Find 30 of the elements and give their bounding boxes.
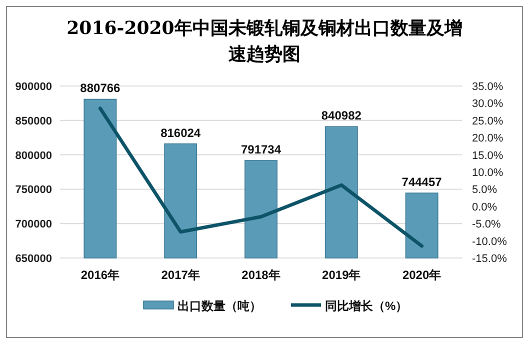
y2-tick-label: 15.0% — [472, 150, 504, 162]
chart-title: 2016-2020年中国未锻轧铜及铜材出口数量及增速趋势图 — [66, 17, 464, 67]
data-label: 816024 — [160, 126, 201, 140]
y2-tick-label: 0.0% — [472, 201, 498, 214]
y-tick-label: 850000 — [15, 115, 52, 128]
data-label: 791734 — [240, 142, 282, 156]
legend-label: 出口数量（吨） — [178, 299, 262, 313]
y2-tick-label: 20.0% — [472, 132, 504, 145]
legend-label: 同比增长（%） — [325, 299, 408, 313]
x-tick-label: 2017年 — [161, 268, 200, 282]
x-tick-label: 2019年 — [322, 268, 361, 282]
x-tick-label: 2018年 — [242, 268, 280, 282]
y2-tick-label: 10.0% — [472, 167, 504, 179]
data-label: 744457 — [402, 175, 442, 190]
y-tick-label: 800000 — [15, 150, 52, 162]
x-tick-label: 2020年 — [402, 268, 442, 282]
y2-tick-label: -10.0% — [472, 236, 508, 248]
y2-tick-label: -5.0% — [472, 218, 501, 231]
y2-tick-label: 35.0% — [472, 81, 504, 93]
y-tick-label: 700000 — [15, 218, 52, 231]
y2-tick-label: 5.0% — [472, 184, 498, 196]
y-tick-label: 750000 — [15, 184, 52, 196]
data-label: 840982 — [321, 108, 362, 123]
y2-tick-label: 30.0% — [472, 98, 504, 110]
data-label: 880766 — [80, 81, 121, 96]
y-tick-label: 900000 — [15, 81, 52, 93]
x-tick-label: 2016年 — [80, 268, 120, 282]
y2-tick-label: 25.0% — [472, 115, 504, 128]
y2-tick-label: -15.0% — [472, 253, 508, 265]
y-tick-label: 650000 — [15, 253, 52, 265]
